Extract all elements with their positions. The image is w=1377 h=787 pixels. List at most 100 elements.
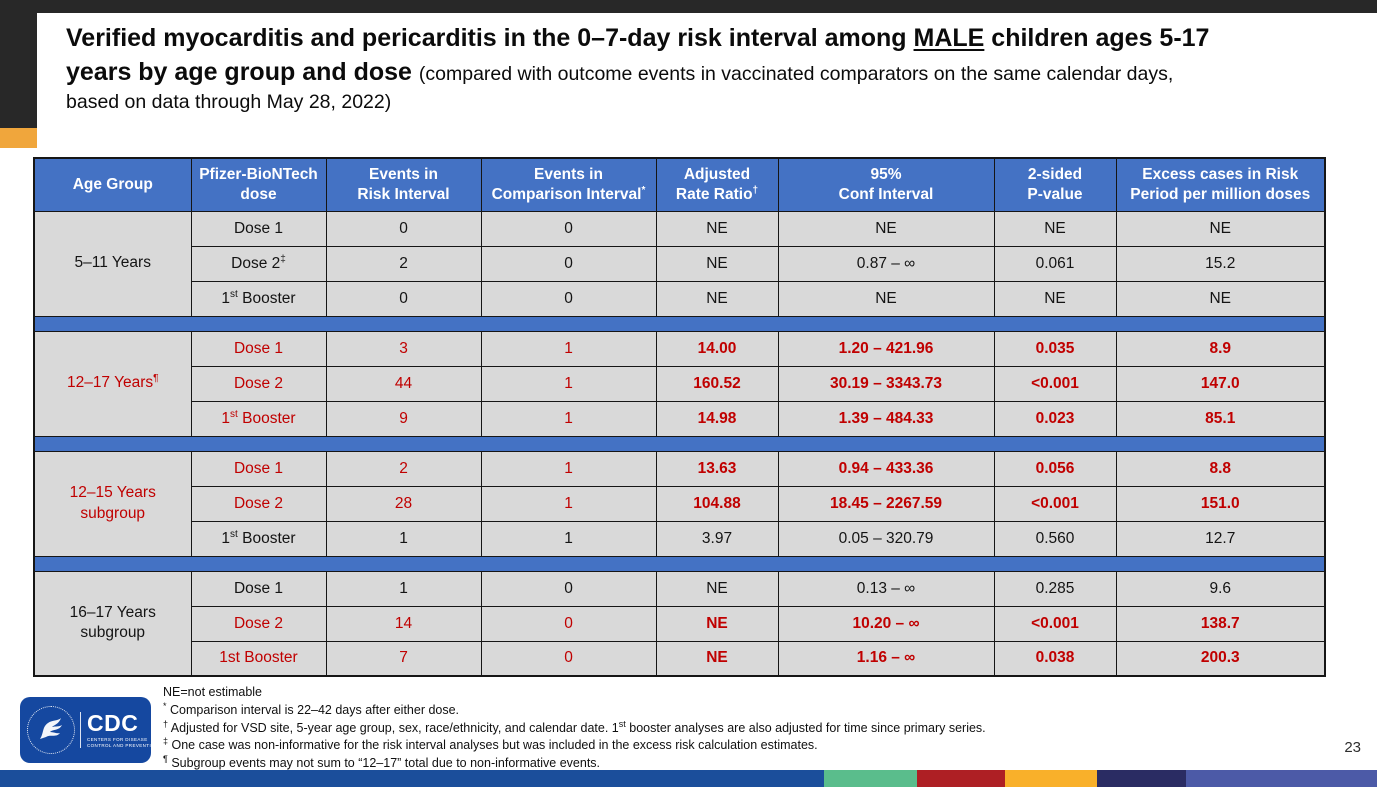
excess-cases-cell: 147.0 <box>1115 365 1326 402</box>
footnote-line: NE=not estimable <box>163 685 263 699</box>
p-value-cell: 0.038 <box>993 640 1117 677</box>
events-comparison-cell: 0 <box>480 605 657 642</box>
events-risk-cell: 0 <box>325 210 482 247</box>
excess-cases-cell: 200.3 <box>1115 640 1326 677</box>
page-number: 23 <box>1344 739 1361 756</box>
hhs-eagle-icon <box>40 718 62 739</box>
table-row: Dose 2 28 1 104.88 18.45 – 2267.59 <0.00… <box>34 485 1326 522</box>
rate-ratio-cell: 14.98 <box>655 400 779 437</box>
p-value-cell: 0.061 <box>993 245 1117 282</box>
excess-cases-cell: 15.2 <box>1115 245 1326 282</box>
table-row: 5–11 Years Dose 1 0 0 NE NE NE NE <box>33 210 1326 317</box>
conf-interval-cell: 30.19 – 3343.73 <box>777 365 995 402</box>
slide-title: Verified myocarditis and pericarditis in… <box>66 24 1210 113</box>
conf-interval-cell: 10.20 – ∞ <box>777 605 995 642</box>
conf-interval-cell: 0.94 – 433.36 <box>777 450 995 487</box>
events-risk-cell: 28 <box>325 485 482 522</box>
conf-interval-cell: NE <box>777 210 995 247</box>
events-comparison-cell: 1 <box>480 400 657 437</box>
column-header-rate-ratio: Adjusted Rate Ratio† <box>655 157 779 212</box>
age-group-cell: 12–17 Years¶ <box>33 330 192 437</box>
footnote-line: ‡ One case was non-informative for the r… <box>163 736 818 753</box>
rate-ratio-cell: NE <box>655 640 779 677</box>
events-comparison-cell: 0 <box>480 210 657 247</box>
column-header-events-comparison: Events in Comparison Interval* <box>480 157 657 212</box>
table-row: Dose 2‡ 2 0 NE 0.87 – ∞ 0.061 15.2 <box>34 245 1326 282</box>
top-strip <box>0 0 1377 13</box>
column-header-excess-cases: Excess cases in Risk Period per million d… <box>1115 157 1326 212</box>
rate-ratio-cell: NE <box>655 280 779 317</box>
cdc-logo: CDC CENTERS FOR DISEASE CONTROL AND PREVE… <box>20 697 158 763</box>
events-risk-cell: 9 <box>325 400 482 437</box>
events-risk-cell: 3 <box>325 330 482 367</box>
column-header-events-risk: Events in Risk Interval <box>325 157 482 212</box>
results-table: Age Group Pfizer-BioNTech dose Events in R… <box>33 157 1326 677</box>
table-row: 12–15 Years subgroup Dose 1 2 1 13.63 0.9… <box>33 450 1326 557</box>
p-value-cell: NE <box>993 280 1117 317</box>
conf-interval-cell: 1.16 – ∞ <box>777 640 995 677</box>
events-risk-cell: 1 <box>325 570 482 607</box>
orange-accent <box>0 128 37 148</box>
excess-cases-cell: 138.7 <box>1115 605 1326 642</box>
excess-cases-cell: 85.1 <box>1115 400 1326 437</box>
rate-ratio-cell: 14.00 <box>655 330 779 367</box>
dose-cell: 1st Booster <box>190 400 327 437</box>
excess-cases-cell: 12.7 <box>1115 520 1326 557</box>
dose-cell: Dose 2 <box>190 485 327 522</box>
events-risk-cell: 2 <box>325 245 482 282</box>
bar-segment <box>1005 770 1097 787</box>
events-risk-cell: 14 <box>325 605 482 642</box>
p-value-cell: 0.023 <box>993 400 1117 437</box>
rate-ratio-cell: 3.97 <box>655 520 779 557</box>
bottom-bar <box>0 770 1377 787</box>
dose-cell: 1st Booster <box>190 520 327 557</box>
events-comparison-cell: 0 <box>480 245 657 282</box>
male-underlined: MALE <box>913 24 985 52</box>
events-risk-cell: 1 <box>325 520 482 557</box>
excess-cases-cell: 8.9 <box>1115 330 1326 367</box>
events-comparison-cell: 1 <box>480 330 657 367</box>
p-value-cell: 0.560 <box>993 520 1117 557</box>
events-risk-cell: 0 <box>325 280 482 317</box>
dose-cell: Dose 1 <box>190 210 327 247</box>
group-separator <box>33 555 1326 572</box>
excess-cases-cell: NE <box>1115 280 1326 317</box>
p-value-cell: <0.001 <box>993 605 1117 642</box>
footnotes: NE=not estimable * Comparison interval i… <box>163 684 1363 773</box>
group-separator <box>33 315 1326 332</box>
table-row: 1st Booster 0 0 NE NE NE NE <box>34 280 1326 317</box>
events-comparison-cell: 1 <box>480 520 657 557</box>
rate-ratio-cell: 13.63 <box>655 450 779 487</box>
excess-cases-cell: 151.0 <box>1115 485 1326 522</box>
table-row: 16–17 Years subgroup Dose 1 1 0 NE 0.13 –… <box>33 570 1326 677</box>
cdc-wordmark: CDC CENTERS FOR DISEASE CONTROL AND PREVE… <box>80 711 159 749</box>
events-risk-cell: 2 <box>325 450 482 487</box>
dose-cell: Dose 2 <box>190 365 327 402</box>
p-value-cell: 0.285 <box>993 570 1117 607</box>
age-group-cell: 5–11 Years <box>33 210 192 317</box>
column-header-age-group: Age Group <box>33 157 192 212</box>
bar-segment <box>1186 770 1377 787</box>
table-row: Dose 2 44 1 160.52 30.19 – 3343.73 <0.00… <box>34 365 1326 402</box>
events-comparison-cell: 0 <box>480 280 657 317</box>
conf-interval-cell: 1.39 – 484.33 <box>777 400 995 437</box>
column-header-p-value: 2-sided P-value <box>993 157 1117 212</box>
rate-ratio-cell: NE <box>655 245 779 282</box>
dose-cell: Dose 1 <box>190 570 327 607</box>
left-sidebar <box>0 13 37 128</box>
p-value-cell: 0.056 <box>993 450 1117 487</box>
footnote-line: † Adjusted for VSD site, 5-year age grou… <box>163 718 986 735</box>
conf-interval-cell: NE <box>777 280 995 317</box>
events-risk-cell: 7 <box>325 640 482 677</box>
table-row: 12–17 Years¶ Dose 1 3 1 14.00 1.20 – 421… <box>33 330 1326 437</box>
rate-ratio-cell: NE <box>655 210 779 247</box>
events-risk-cell: 44 <box>325 365 482 402</box>
bar-segment <box>824 770 917 787</box>
dose-cell: Dose 1 <box>190 450 327 487</box>
column-header-dose: Pfizer-BioNTech dose <box>190 157 327 212</box>
dose-cell: Dose 2 <box>190 605 327 642</box>
excess-cases-cell: 9.6 <box>1115 570 1326 607</box>
hhs-seal-icon <box>27 706 75 754</box>
excess-cases-cell: NE <box>1115 210 1326 247</box>
bar-segment <box>917 770 1005 787</box>
